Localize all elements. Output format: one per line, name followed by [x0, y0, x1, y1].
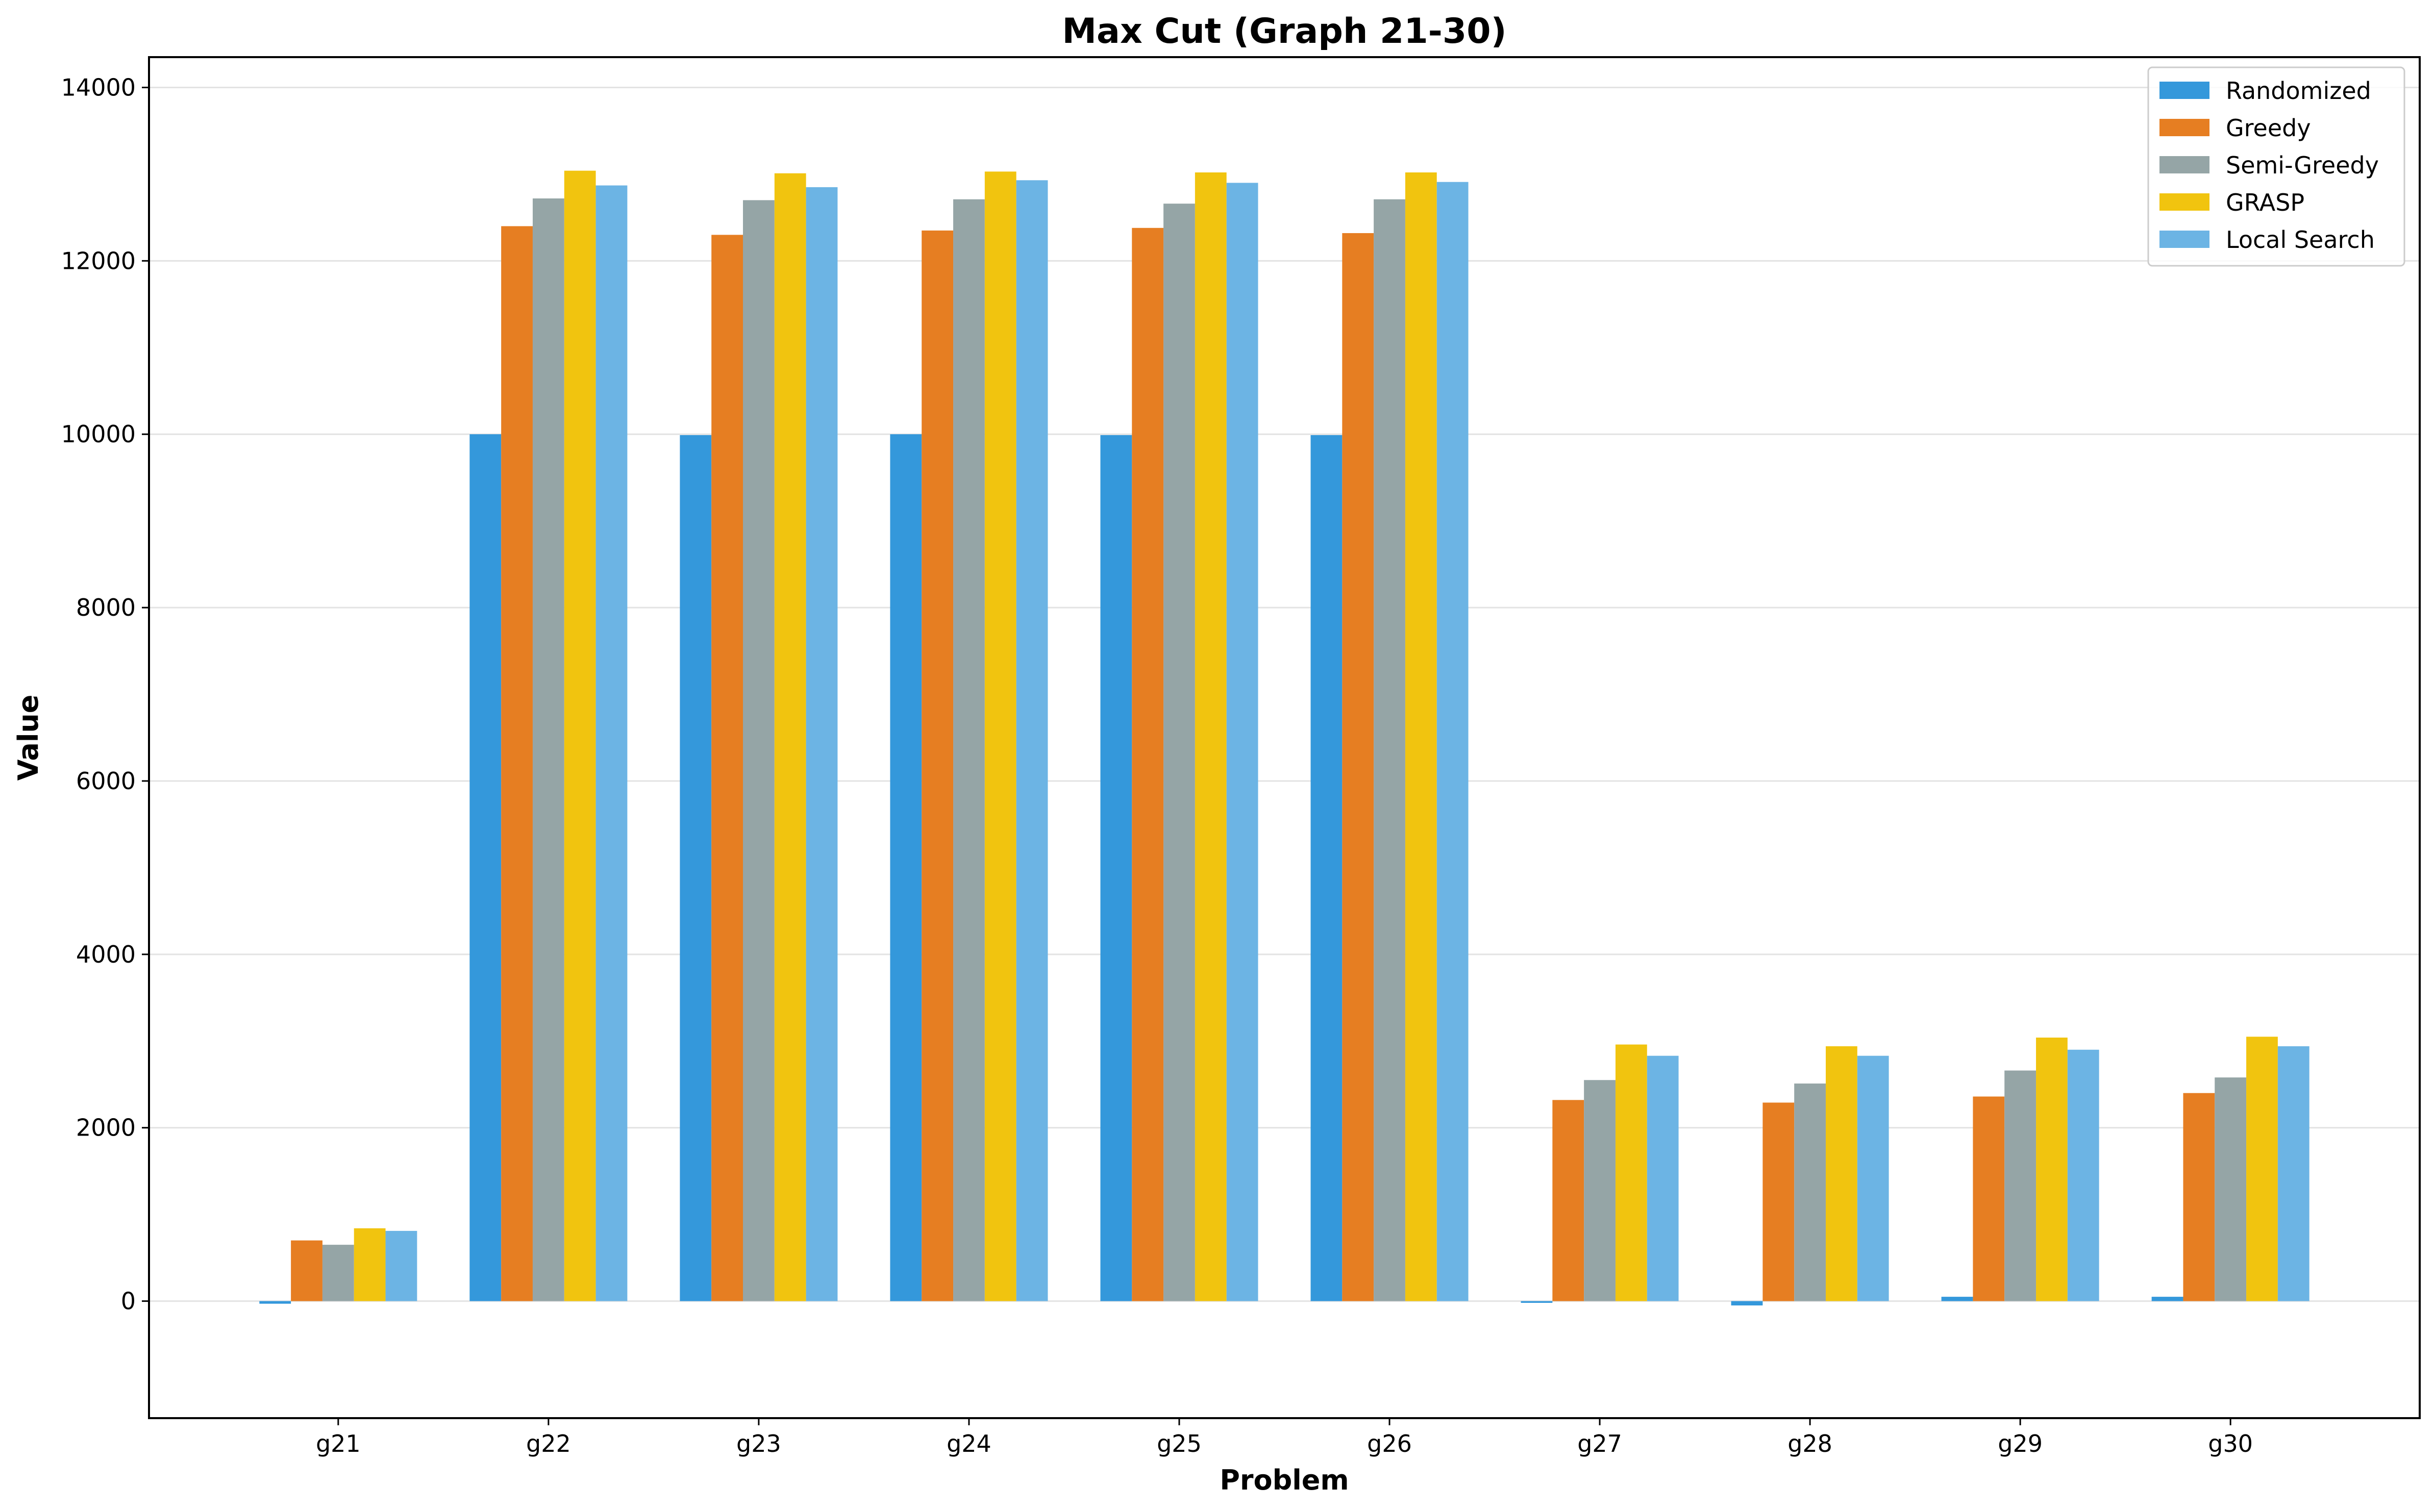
bar: [984, 171, 1016, 1301]
series-grasp: [354, 170, 2278, 1301]
bar: [806, 187, 838, 1301]
x-tick-label: g23: [736, 1430, 781, 1457]
series-local-search: [385, 180, 2309, 1301]
bar: [2183, 1093, 2215, 1301]
legend-box: [2147, 66, 2405, 267]
x-tick-label: g27: [1577, 1430, 1622, 1457]
y-tick-label: 8000: [76, 594, 136, 621]
bar: [1342, 233, 1374, 1301]
bar: [564, 170, 596, 1301]
y-tick-label: 4000: [76, 941, 136, 968]
series-greedy: [291, 226, 2215, 1301]
x-tick-label: g24: [947, 1430, 991, 1457]
bar: [259, 1301, 291, 1304]
bar: [2246, 1037, 2278, 1301]
x-tick-label: g28: [1787, 1430, 1832, 1457]
y-tick-label: 2000: [76, 1114, 136, 1142]
bar: [1615, 1044, 1647, 1301]
bar: [2036, 1037, 2068, 1301]
bars: [259, 170, 2309, 1306]
bar: [1016, 180, 1048, 1301]
y-tick-label: 0: [121, 1288, 136, 1315]
bar: [1310, 435, 1343, 1301]
bar: [2277, 1046, 2309, 1301]
y-tick-label: 6000: [76, 767, 136, 795]
bar: [1163, 204, 1195, 1301]
bar: [1584, 1080, 1616, 1301]
bar: [1762, 1102, 1795, 1301]
bar: [774, 173, 806, 1301]
bar: [953, 199, 985, 1301]
legend-swatch: [2159, 193, 2209, 211]
y-tick-label: 14000: [61, 73, 136, 101]
y-axis-ticks: 0 2000 4000 6000 8000 10000 12000 14000: [61, 73, 149, 1315]
bar: [1731, 1301, 1763, 1306]
legend-label: Randomized: [2226, 77, 2371, 105]
y-axis-title: Value: [12, 695, 44, 781]
bar: [680, 435, 712, 1301]
bar: [469, 434, 502, 1301]
bar: [1132, 228, 1164, 1301]
bar: [890, 434, 922, 1301]
x-tick-label: g25: [1157, 1430, 1202, 1457]
bar: [2004, 1070, 2036, 1301]
bar: [1941, 1297, 1973, 1301]
legend-swatch: [2159, 119, 2209, 136]
x-tick-label: g21: [316, 1430, 361, 1457]
bar: [1794, 1083, 1826, 1301]
plot-frame: [148, 56, 2421, 1419]
bar: [354, 1228, 386, 1301]
legend-label: GRASP: [2226, 189, 2304, 216]
bar: [385, 1230, 417, 1301]
legend: Randomized Greedy Semi-Greedy GRASP Local Se…: [2147, 66, 2405, 267]
bar: [1374, 199, 1405, 1301]
bar: [291, 1240, 322, 1301]
y-tick-label: 12000: [61, 247, 136, 274]
x-axis-ticks: g21 g22 g23 g24 g25 g26 g27 g28 g29 g30: [316, 1418, 2253, 1457]
bar: [1436, 182, 1469, 1301]
chart-title: Max Cut (Graph 21-30): [1062, 11, 1506, 52]
bar: [501, 226, 533, 1301]
bar: [595, 185, 628, 1301]
bar: [1405, 172, 1437, 1301]
bar: [922, 230, 954, 1301]
bar: [1973, 1096, 2005, 1301]
bar: [1100, 435, 1132, 1301]
bar: [2215, 1077, 2247, 1301]
x-tick-label: g22: [526, 1430, 571, 1457]
legend-swatch: [2159, 156, 2209, 173]
bar: [1825, 1046, 1857, 1301]
bar: [1647, 1055, 1679, 1301]
bar: [1226, 183, 1258, 1301]
x-axis-title: Problem: [1220, 1464, 1349, 1496]
x-tick-label: g26: [1367, 1430, 1412, 1457]
bar: [2067, 1049, 2099, 1301]
bar: [1521, 1301, 1553, 1303]
bar: [711, 235, 743, 1301]
bar: [743, 200, 775, 1301]
bar: [1857, 1055, 1889, 1301]
x-tick-label: g29: [1998, 1430, 2043, 1457]
legend-label: Local Search: [2226, 226, 2375, 254]
bar: [322, 1245, 354, 1301]
bar: [1195, 172, 1227, 1301]
series-randomized: [259, 434, 2183, 1306]
legend-swatch: [2159, 82, 2209, 99]
bar: [532, 198, 564, 1301]
y-tick-label: 10000: [61, 420, 136, 448]
legend-label: Greedy: [2226, 114, 2311, 142]
bar: [1552, 1100, 1584, 1301]
series-semi-greedy: [322, 198, 2247, 1301]
legend-swatch: [2159, 231, 2209, 248]
legend-label: Semi-Greedy: [2226, 152, 2379, 179]
x-tick-label: g30: [2208, 1430, 2253, 1457]
bar: [2151, 1297, 2183, 1301]
